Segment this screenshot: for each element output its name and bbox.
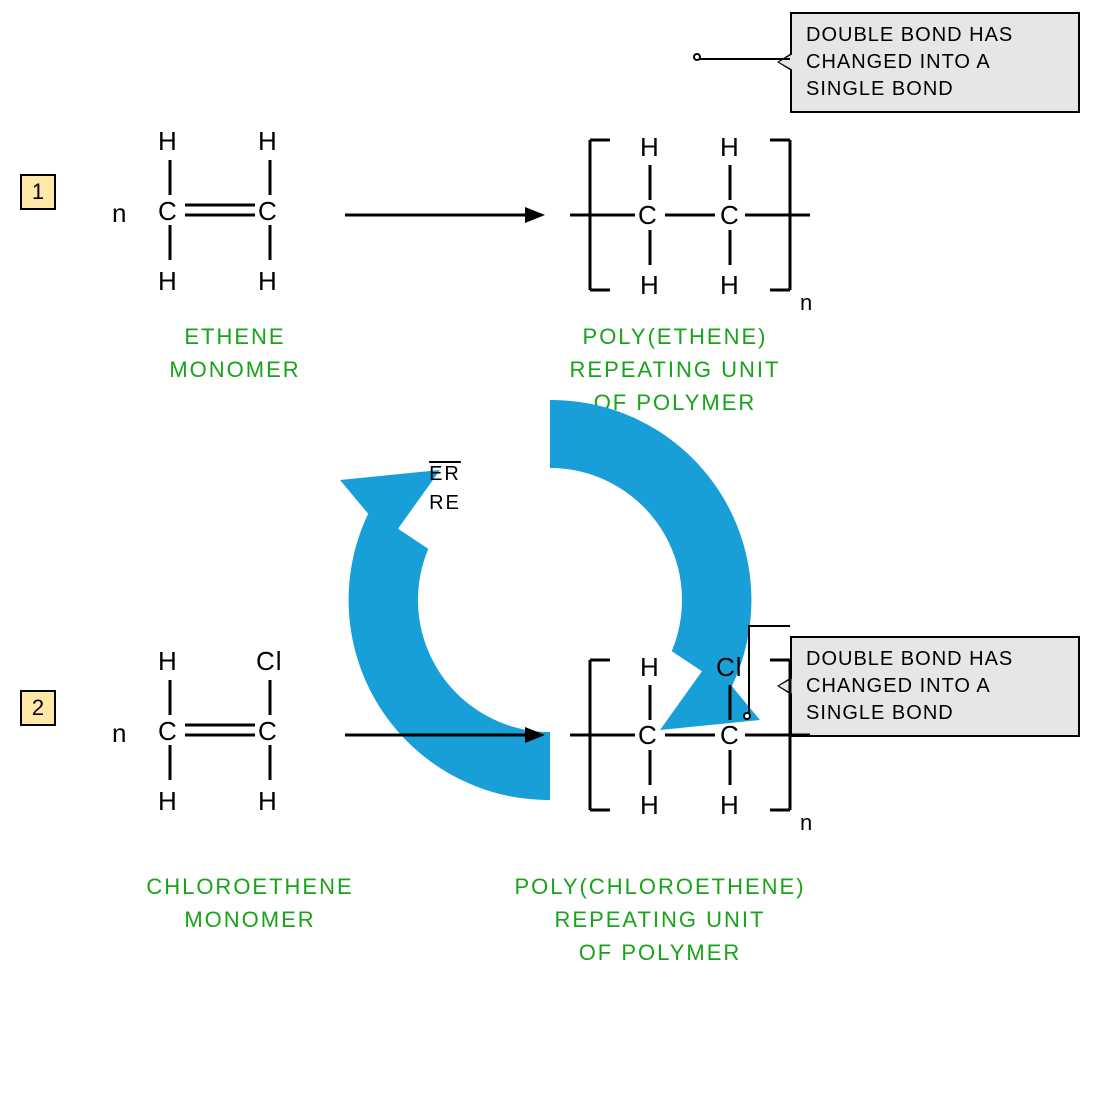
leader-top-dot-icon: [693, 53, 701, 61]
leader-mid: [748, 625, 790, 627]
callout-top: DOUBLE BOND HAS CHANGED INTO A SINGLE BO…: [790, 12, 1080, 113]
callout-mid: DOUBLE BOND HAS CHANGED INTO A SINGLE BO…: [790, 636, 1080, 737]
polyethene-structure: [560, 120, 820, 310]
atom-c: C: [720, 720, 740, 751]
atom-h: H: [258, 786, 278, 817]
ethene-monomer-label: ETHENE MONOMER: [130, 320, 340, 386]
atom-c: C: [720, 200, 740, 231]
label-line: REPEATING UNIT: [510, 353, 840, 386]
atom-h: H: [158, 646, 178, 677]
label-line: CHLOROETHENE: [100, 870, 400, 903]
label-line: REPEATING UNIT: [450, 903, 870, 936]
step-number-1: 1: [20, 174, 56, 210]
polychloroethene-label: POLY(CHLOROETHENE) REPEATING UNIT OF POL…: [450, 870, 870, 969]
atom-cl: Cl: [716, 652, 743, 683]
step-number-2: 2: [20, 690, 56, 726]
callout-notch-icon: [779, 54, 793, 70]
cond-label-re: RE: [429, 489, 461, 518]
atom-c: C: [258, 196, 278, 227]
conditions-1: ER RE: [310, 460, 580, 518]
label-line: POLY(CHLOROETHENE): [450, 870, 870, 903]
callout-top-line1: DOUBLE BOND HAS: [806, 22, 1064, 49]
label-line: MONOMER: [130, 353, 340, 386]
chloroethene-monomer-structure: [100, 640, 360, 820]
label-line: MONOMER: [100, 903, 400, 936]
atom-h: H: [720, 132, 740, 163]
callout-mid-line1: DOUBLE BOND HAS: [806, 646, 1064, 673]
atom-h: H: [258, 126, 278, 157]
atom-c: C: [158, 196, 178, 227]
callout-mid-line2: CHANGED INTO A: [806, 673, 1064, 700]
polychloroethene-structure: [560, 640, 820, 830]
step-number-2-text: 2: [32, 695, 44, 721]
atom-c: C: [638, 720, 658, 751]
atom-h: H: [258, 266, 278, 297]
n-prefix: n: [112, 198, 127, 229]
callout-mid-line3: SINGLE BOND: [806, 700, 1064, 727]
ethene-monomer-structure: [100, 120, 350, 300]
atom-h: H: [158, 786, 178, 817]
atom-c: C: [638, 200, 658, 231]
callout-top-line2: CHANGED INTO A: [806, 49, 1064, 76]
atom-h: H: [158, 126, 178, 157]
atom-c: C: [258, 716, 278, 747]
n-prefix-2: n: [112, 718, 127, 749]
n-subscript-2: n: [800, 810, 812, 836]
leader-top: [700, 58, 790, 60]
atom-h: H: [720, 790, 740, 821]
atom-h: H: [640, 790, 660, 821]
atom-h: H: [640, 652, 660, 683]
atom-h: H: [720, 270, 740, 301]
atom-c: C: [158, 716, 178, 747]
atom-h: H: [158, 266, 178, 297]
reaction-arrow-1: [340, 200, 550, 230]
reaction-arrow-2: [340, 720, 550, 750]
atom-cl: Cl: [256, 646, 283, 677]
atom-h: H: [640, 132, 660, 163]
label-line: ETHENE: [130, 320, 340, 353]
label-line: OF POLYMER: [450, 936, 870, 969]
label-line: POLY(ETHENE): [510, 320, 840, 353]
chloroethene-monomer-label: CHLOROETHENE MONOMER: [100, 870, 400, 936]
atom-h: H: [640, 270, 660, 301]
n-subscript: n: [800, 290, 812, 316]
cond-label-er: ER: [429, 460, 461, 489]
step-number-1-text: 1: [32, 179, 44, 205]
callout-top-line3: SINGLE BOND: [806, 76, 1064, 103]
